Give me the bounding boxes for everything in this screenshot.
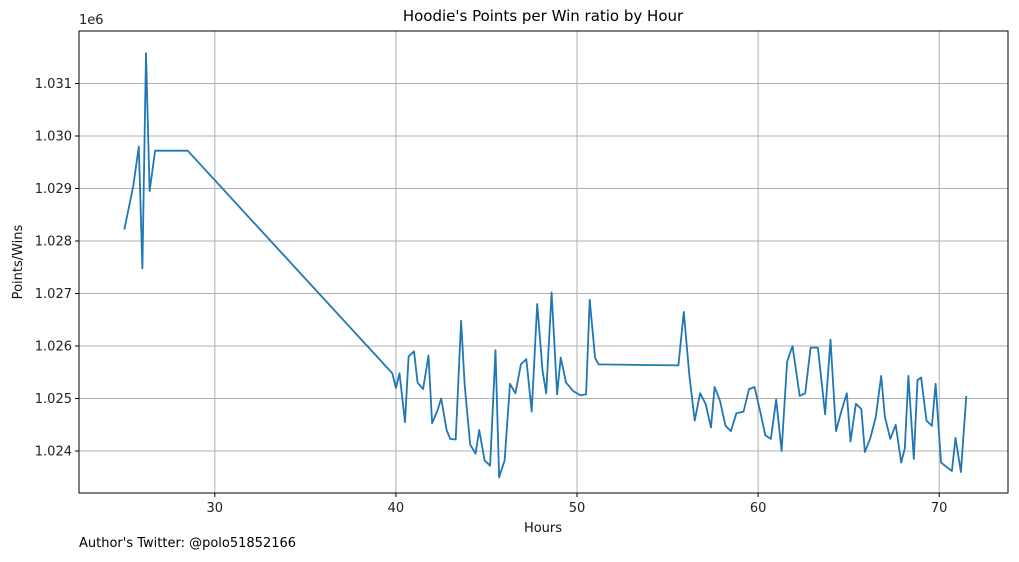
series-line (123, 52, 968, 479)
x-tick-label: 60 (750, 501, 767, 516)
y-tick-label: 1.027 (35, 287, 72, 302)
x-tick-label: 40 (388, 501, 405, 516)
y-tick-label: 1.028 (35, 235, 72, 250)
y-axis-title: Points/Wins (11, 224, 26, 299)
grid-lines (79, 31, 1008, 493)
x-axis-title: Hours (524, 521, 562, 536)
plot-frame (78, 30, 1009, 494)
y-offset-label: 1e6 (79, 13, 104, 28)
y-tick-label: 1.024 (35, 445, 72, 460)
y-tick-label: 1.031 (35, 77, 72, 92)
y-tick-label: 1.026 (35, 340, 72, 355)
x-tick-label: 70 (931, 501, 948, 516)
series-layer (123, 52, 968, 479)
y-tick-label: 1.029 (35, 182, 72, 197)
x-tick-label: 50 (569, 501, 586, 516)
x-tick-label: 30 (207, 501, 224, 516)
chart-title: Hoodie's Points per Win ratio by Hour (403, 7, 684, 25)
y-tick-label: 1.025 (35, 392, 72, 407)
author-twitter-note: Author's Twitter: @polo51852166 (79, 536, 297, 551)
y-tick-label: 1.030 (35, 130, 72, 145)
tick-layer: 30 40 50 60 70 1.024 1.025 1.026 1.027 1.028 1.029… (35, 77, 948, 516)
